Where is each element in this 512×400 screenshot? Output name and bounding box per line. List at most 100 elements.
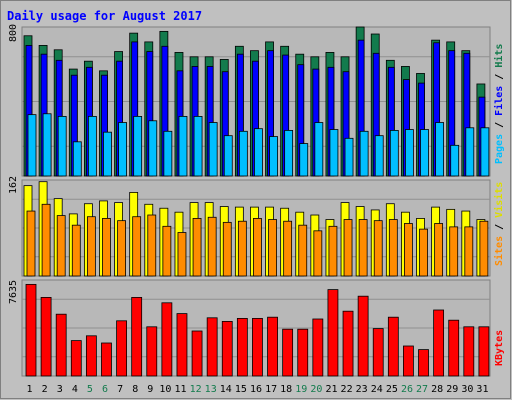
x-label-day-25: 25 bbox=[386, 384, 398, 395]
bar-pages-day-3 bbox=[57, 116, 67, 177]
y-max-label-visits: 162 bbox=[8, 176, 19, 194]
bar-pages-day-11 bbox=[178, 116, 188, 177]
bar-sites-day-30 bbox=[464, 226, 474, 277]
bar-pages-day-30 bbox=[465, 127, 475, 177]
bar-sites-day-5 bbox=[86, 216, 96, 277]
bar-pages-day-21 bbox=[329, 129, 339, 177]
panel-visits-bars bbox=[23, 181, 489, 277]
bar-sites-day-31 bbox=[479, 220, 489, 277]
bar-kbytes-day-4 bbox=[70, 340, 82, 377]
legend-sep: / bbox=[494, 68, 505, 86]
x-label-day-24: 24 bbox=[371, 384, 383, 395]
bar-sites-day-20 bbox=[313, 230, 323, 277]
y-max-label-kbytes: 7635 bbox=[8, 280, 19, 304]
x-label-day-8: 8 bbox=[132, 384, 138, 395]
x-label-day-23: 23 bbox=[356, 384, 368, 395]
bar-kbytes-day-9 bbox=[146, 326, 158, 377]
bar-sites-day-19 bbox=[298, 224, 308, 277]
bar-kbytes-day-27 bbox=[418, 349, 429, 377]
bar-sites-day-15 bbox=[237, 220, 247, 277]
bar-pages-day-15 bbox=[238, 130, 248, 177]
bar-pages-day-18 bbox=[284, 130, 294, 177]
bar-kbytes-day-31 bbox=[478, 326, 490, 377]
x-label-day-17: 17 bbox=[265, 384, 277, 395]
legend-kbytes: KBytes bbox=[494, 330, 505, 366]
x-label-day-22: 22 bbox=[341, 384, 353, 395]
bar-kbytes-day-7 bbox=[116, 320, 127, 377]
bar-kbytes-day-21 bbox=[327, 289, 339, 377]
bar-sites-day-3 bbox=[56, 215, 66, 277]
bar-pages-day-17 bbox=[269, 136, 278, 177]
bar-kbytes-day-8 bbox=[131, 296, 143, 377]
bar-pages-day-9 bbox=[148, 120, 158, 177]
x-label-day-1: 1 bbox=[27, 384, 33, 395]
bar-sites-day-11 bbox=[177, 232, 187, 277]
bar-sites-day-13 bbox=[207, 216, 217, 277]
x-label-day-10: 10 bbox=[159, 384, 171, 395]
bar-pages-day-16 bbox=[254, 128, 263, 177]
bar-sites-day-8 bbox=[132, 216, 142, 277]
bar-pages-day-25 bbox=[389, 130, 399, 177]
x-label-day-11: 11 bbox=[174, 384, 186, 395]
panel-kbytes-bars bbox=[25, 283, 490, 377]
bar-sites-day-27 bbox=[419, 228, 428, 277]
bar-pages-day-4 bbox=[72, 141, 82, 177]
legend-hits-files-pages: Pages / Files / Hits bbox=[493, 44, 505, 164]
x-label-day-3: 3 bbox=[57, 384, 63, 395]
bar-pages-day-29 bbox=[450, 144, 460, 177]
bar-sites-day-6 bbox=[102, 217, 111, 277]
bar-kbytes-day-30 bbox=[463, 326, 475, 377]
bar-kbytes-day-5 bbox=[85, 335, 97, 377]
legend-sep: / bbox=[494, 116, 505, 134]
bar-kbytes-day-3 bbox=[55, 313, 67, 377]
bar-kbytes-day-28 bbox=[433, 309, 445, 377]
bar-pages-day-5 bbox=[87, 116, 97, 177]
x-label-day-12: 12 bbox=[190, 384, 202, 395]
bar-sites-day-28 bbox=[434, 223, 444, 277]
bar-sites-day-24 bbox=[373, 220, 383, 277]
x-label-day-26: 26 bbox=[401, 384, 413, 395]
panel-hits-files-pages: 800 Pages / Files / Hits bbox=[8, 24, 505, 177]
x-label-day-16: 16 bbox=[250, 384, 262, 395]
bar-pages-day-13 bbox=[208, 122, 218, 177]
x-label-day-30: 30 bbox=[461, 384, 473, 395]
bar-sites-day-29 bbox=[449, 226, 459, 277]
bar-sites-day-21 bbox=[328, 225, 338, 277]
bar-pages-day-22 bbox=[344, 137, 354, 177]
bar-sites-day-14 bbox=[222, 221, 232, 277]
bar-kbytes-day-2 bbox=[40, 296, 52, 377]
bar-kbytes-day-14 bbox=[221, 320, 233, 377]
bar-kbytes-day-18 bbox=[282, 328, 294, 377]
bar-kbytes-day-12 bbox=[191, 330, 203, 377]
x-axis-day-labels: 1 2 3 4 5 6 7 8 9 10 11 12 13 14 15 16 17 18 19 20 21 22 23 24 2… bbox=[27, 384, 489, 395]
bar-pages-day-23 bbox=[359, 130, 369, 177]
legend-kbytes-label: KBytes bbox=[494, 330, 505, 366]
panel-kbytes: 7635 KBytes bbox=[8, 279, 505, 377]
x-label-day-9: 9 bbox=[147, 384, 153, 395]
bar-kbytes-day-29 bbox=[448, 319, 460, 377]
bar-sites-day-18 bbox=[283, 220, 293, 277]
bar-kbytes-day-26 bbox=[403, 345, 414, 377]
bar-sites-day-10 bbox=[162, 225, 172, 277]
bar-sites-day-17 bbox=[268, 219, 277, 277]
x-label-day-27: 27 bbox=[416, 384, 428, 395]
bar-sites-day-4 bbox=[71, 224, 81, 277]
x-label-day-14: 14 bbox=[220, 384, 232, 395]
legend-sites: Sites bbox=[493, 236, 505, 266]
x-label-day-6: 6 bbox=[102, 384, 108, 395]
bar-kbytes-day-15 bbox=[236, 317, 248, 377]
legend-sep: / bbox=[494, 218, 505, 236]
bar-sites-day-23 bbox=[358, 219, 368, 277]
bar-sites-day-9 bbox=[147, 214, 157, 277]
bar-kbytes-day-25 bbox=[387, 316, 399, 377]
bar-kbytes-day-10 bbox=[161, 302, 173, 377]
x-label-day-31: 31 bbox=[476, 384, 488, 395]
x-label-day-19: 19 bbox=[295, 384, 307, 395]
bar-sites-day-26 bbox=[404, 223, 413, 277]
legend-pages: Pages bbox=[494, 134, 505, 164]
bar-kbytes-day-22 bbox=[342, 310, 354, 377]
bar-pages-day-8 bbox=[133, 116, 143, 177]
panel-hits-bars bbox=[23, 26, 490, 177]
bar-kbytes-day-23 bbox=[357, 295, 369, 377]
